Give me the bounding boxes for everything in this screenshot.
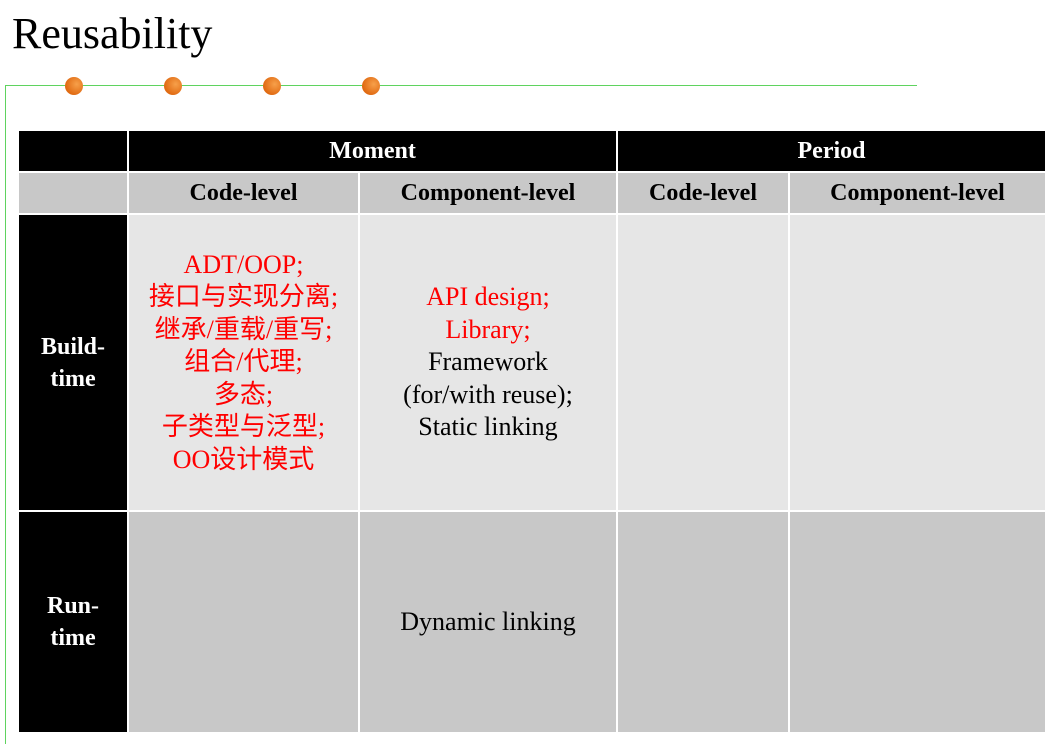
table-cell — [127, 510, 360, 734]
cell-line: Dynamic linking — [400, 606, 576, 636]
reusability-table: Moment Period Code-level Component-level… — [17, 129, 1047, 734]
row-label-run-time: Run-time — [17, 510, 129, 734]
slide-title: Reusability — [12, 9, 213, 58]
table-cell — [616, 213, 790, 512]
table-cell: Dynamic linking — [358, 510, 618, 734]
cell-line: Static linking — [418, 412, 558, 442]
table-cell — [788, 213, 1047, 512]
row-run-time: Run-time Dynamic linking — [17, 510, 1047, 734]
accent-line-vertical — [5, 85, 6, 744]
cell-line: API design; — [426, 282, 550, 312]
table-cell: ADT/OOP; 接口与实现分离; 继承/重载/重写; 组合/代理; 多态; 子类型与泛型… — [127, 213, 360, 512]
cell-line: Framework — [428, 347, 548, 377]
header-period: Period — [616, 129, 1047, 173]
decorative-dot — [65, 77, 83, 95]
row-label-build-time: Build-time — [17, 213, 129, 512]
row-build-time: Build-time ADT/OOP; 接口与实现分离; 继承/重载/重写; 组合/代… — [17, 213, 1047, 512]
cell-line: (for/with reuse); — [403, 379, 573, 409]
corner-cell — [17, 129, 129, 173]
cell-line: 子类型与泛型; — [161, 412, 326, 442]
cell-line: Library; — [445, 314, 531, 344]
decorative-dot — [263, 77, 281, 95]
cell-line: OO设计模式 — [172, 444, 315, 474]
table-cell — [616, 510, 790, 734]
subheader-cell: Code-level — [127, 171, 360, 215]
decorative-dot — [164, 77, 182, 95]
subheader-cell: Code-level — [616, 171, 790, 215]
cell-line: ADT/OOP; — [183, 249, 304, 279]
table-cell: API design; Library; Framework (for/with re… — [358, 213, 618, 512]
cell-line: 继承/重载/重写; — [154, 314, 333, 344]
cell-line: 接口与实现分离; — [148, 282, 339, 312]
subheader-cell: Component-level — [358, 171, 618, 215]
corner-cell — [17, 171, 129, 215]
cell-line: 多态; — [213, 379, 274, 409]
cell-line: 组合/代理; — [184, 347, 303, 377]
decorative-dot — [362, 77, 380, 95]
subheader-cell: Component-level — [788, 171, 1047, 215]
table-cell — [788, 510, 1047, 734]
group-header-row: Moment Period — [17, 129, 1047, 173]
accent-line-horizontal — [5, 85, 917, 86]
header-moment: Moment — [127, 129, 618, 173]
sub-header-row: Code-level Component-level Code-level Co… — [17, 171, 1047, 215]
